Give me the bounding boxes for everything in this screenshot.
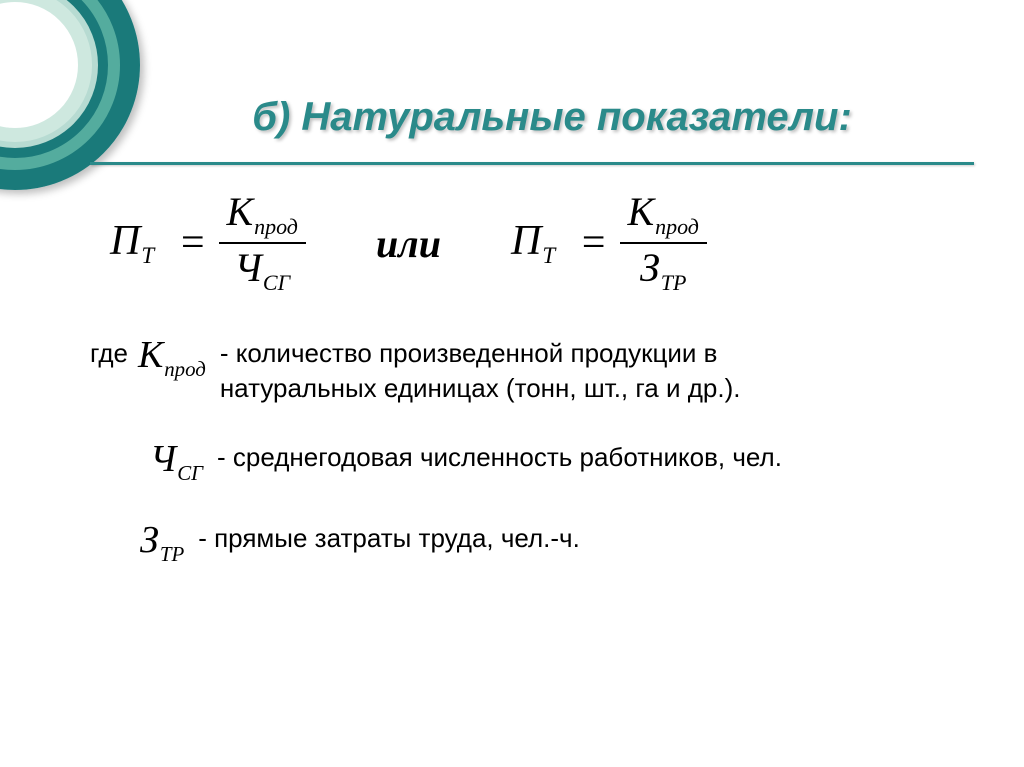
definition-row: где Кпрод - количество произведенной про… — [90, 330, 964, 406]
definition-symbol: ЧСГ — [150, 434, 203, 487]
definition-symbol: Кпрод — [138, 330, 206, 383]
formula-row: ПТ = Кпрод ЧСГ или ПТ = Кпрод ЗТР — [110, 190, 964, 296]
formula-right-lhs: ПТ — [511, 217, 555, 269]
formula-left: ПТ = Кпрод ЧСГ — [110, 190, 306, 296]
equals-sign: = — [178, 219, 206, 267]
title-underline — [90, 162, 974, 165]
equals-sign: = — [579, 219, 607, 267]
definition-row: ЗТР - прямые затраты труда, чел.-ч. — [140, 515, 964, 568]
slide-title: б) Натуральные показатели: — [140, 95, 964, 140]
denominator: ЧСГ — [226, 246, 298, 296]
lhs-sub: Т — [141, 242, 154, 268]
formula-left-fraction: Кпрод ЧСГ — [219, 190, 306, 296]
definition-text: - прямые затраты труда, чел.-ч. — [198, 515, 580, 556]
numerator: Кпрод — [620, 190, 707, 240]
formula-left-lhs: ПТ — [110, 217, 154, 269]
lhs-base: П — [511, 218, 541, 264]
formula-right: ПТ = Кпрод ЗТР — [511, 190, 707, 296]
definition-text: - количество произведенной продукции в н… — [220, 330, 741, 406]
definition-text: - среднегодовая численность работников, … — [217, 434, 782, 475]
definitions-block: где Кпрод - количество произведенной про… — [90, 330, 964, 596]
lhs-base: П — [110, 218, 140, 264]
definitions-lead-word: где — [90, 330, 128, 371]
definition-symbol: ЗТР — [140, 515, 184, 568]
denominator: ЗТР — [632, 246, 695, 296]
definition-row: ЧСГ - среднегодовая численность работник… — [150, 434, 964, 487]
connector-or: или — [376, 220, 441, 267]
fraction-bar — [620, 242, 707, 244]
numerator: Кпрод — [219, 190, 306, 240]
formula-right-fraction: Кпрод ЗТР — [620, 190, 707, 296]
lhs-sub: Т — [542, 242, 555, 268]
fraction-bar — [219, 242, 306, 244]
